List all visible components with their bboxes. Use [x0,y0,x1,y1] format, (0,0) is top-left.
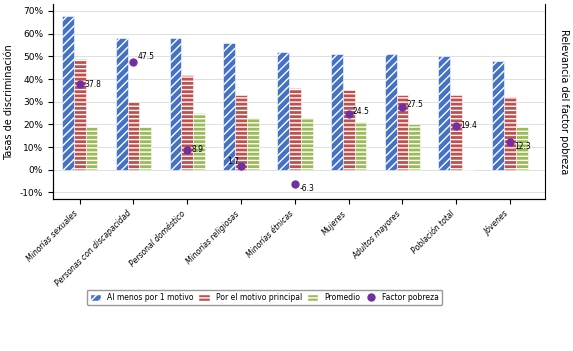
Bar [193,113,205,170]
Bar [74,59,85,170]
Bar [139,127,151,170]
Text: 24.5: 24.5 [353,107,370,117]
Bar [331,54,343,170]
Bar [492,61,504,170]
Point [75,81,84,87]
Bar [504,97,516,170]
Bar [438,57,450,170]
Bar [62,15,74,170]
Y-axis label: Tasas de discriminación: Tasas de discriminación [4,44,14,160]
Bar [450,95,462,170]
Bar [355,122,366,170]
Point [237,163,246,169]
Bar [128,102,139,170]
Legend: Al menos por 1 motivo, Por el motivo principal, Promedio, Factor pobreza: Al menos por 1 motivo, Por el motivo pri… [87,290,442,305]
Bar [85,127,97,170]
Bar [223,43,235,170]
Text: 19.4: 19.4 [461,121,477,130]
Bar [116,38,128,170]
Bar [516,127,528,170]
Text: 1.7: 1.7 [227,157,240,166]
Point [344,111,353,117]
Text: 47.5: 47.5 [138,52,155,61]
Text: 8.9: 8.9 [191,145,203,154]
Point [452,123,461,128]
Bar [170,38,182,170]
Bar [247,118,259,170]
Point [291,181,300,187]
Bar [397,95,409,170]
Text: -6.3: -6.3 [299,184,314,193]
Bar [384,54,397,170]
Point [129,59,138,65]
Point [183,147,192,152]
Bar [301,118,313,170]
Bar [409,124,420,170]
Bar [235,95,247,170]
Text: 12.3: 12.3 [515,142,531,151]
Bar [343,91,355,170]
Point [505,139,515,145]
Bar [277,52,289,170]
Bar [182,74,193,170]
Y-axis label: Relevancia del factor pobreza: Relevancia del factor pobreza [559,29,569,174]
Bar [289,88,301,170]
Point [398,105,407,110]
Text: 27.5: 27.5 [407,99,423,108]
Text: 37.8: 37.8 [84,80,101,88]
